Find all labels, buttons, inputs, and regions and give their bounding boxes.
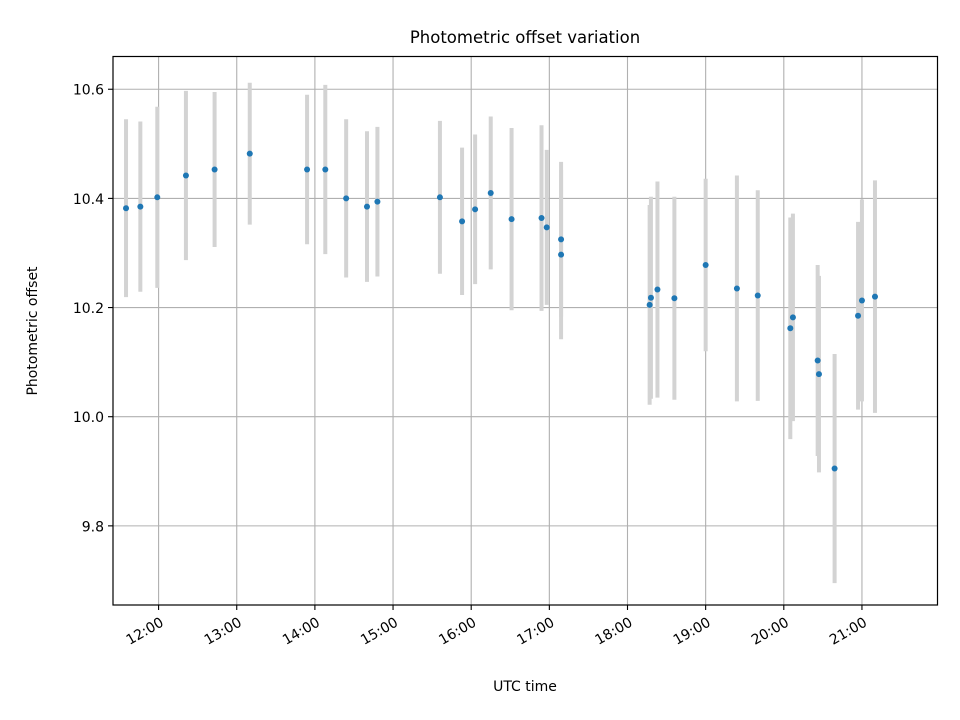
data-point	[871, 293, 878, 300]
y-axis: 9.8 10.0 10.2 10.4 10.6	[73, 83, 113, 535]
data-point	[543, 224, 550, 231]
data-point	[654, 286, 661, 293]
data-point	[831, 465, 838, 472]
data-point	[814, 357, 821, 364]
data-point	[246, 150, 253, 157]
data-point	[363, 203, 370, 210]
data-point	[538, 215, 545, 222]
data-point	[733, 285, 740, 292]
y-tick-label: 10.2	[73, 301, 104, 317]
data-point	[154, 194, 161, 201]
data-point	[472, 206, 479, 213]
plot-frame	[112, 55, 939, 606]
data-point	[343, 195, 350, 202]
data-point	[855, 312, 862, 319]
y-tick-label: 10.6	[73, 83, 104, 99]
data-point	[558, 236, 565, 243]
data-point	[671, 295, 678, 302]
data-point	[304, 166, 311, 173]
data-point	[508, 216, 515, 223]
y-tick-label: 9.8	[82, 519, 104, 535]
data-point	[815, 371, 822, 378]
data-points	[123, 150, 878, 472]
data-point	[787, 325, 794, 332]
data-point	[487, 189, 494, 196]
chart-title: Photometric offset variation	[410, 28, 640, 47]
data-point	[647, 294, 654, 301]
data-point	[702, 261, 709, 268]
y-tick-label: 10.0	[73, 410, 104, 426]
data-point	[211, 166, 218, 173]
x-axis-label: UTC time	[493, 679, 557, 695]
y-axis-label: Photometric offset	[25, 266, 41, 396]
data-point	[322, 166, 329, 173]
data-point	[646, 301, 653, 308]
data-point	[374, 198, 381, 205]
data-point	[123, 205, 130, 212]
data-point	[789, 314, 796, 321]
data-point	[459, 218, 466, 225]
y-tick-label: 10.4	[73, 192, 104, 208]
data-point	[182, 172, 189, 179]
data-point	[558, 251, 565, 258]
data-point	[137, 203, 144, 210]
data-point	[858, 297, 865, 304]
data-point	[436, 194, 443, 201]
data-point	[754, 292, 761, 299]
